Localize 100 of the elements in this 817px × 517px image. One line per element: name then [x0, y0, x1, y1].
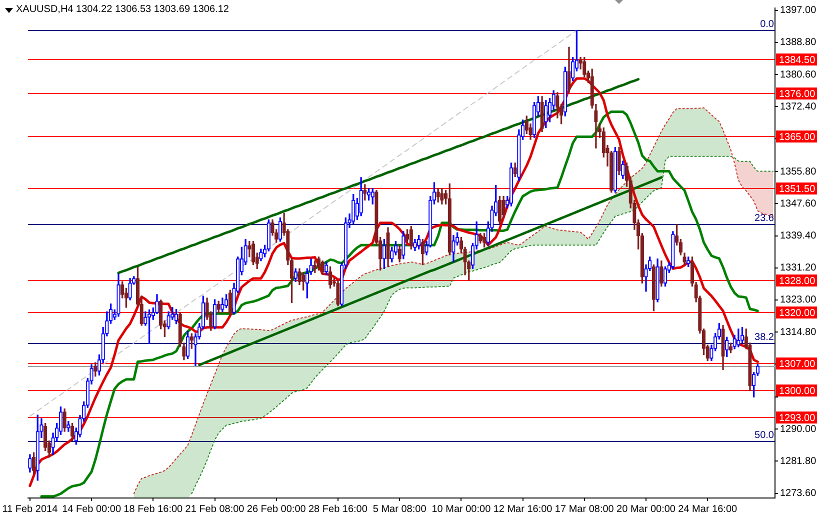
candlestick — [363, 184, 367, 200]
candlestick — [728, 342, 733, 354]
candlestick — [224, 294, 228, 308]
candlestick — [128, 278, 132, 300]
x-tick-label: 24 Mar 16:00 — [678, 504, 738, 515]
candlestick — [402, 231, 406, 260]
candlestick — [228, 290, 232, 316]
candlestick — [62, 408, 66, 432]
candlestick — [725, 336, 729, 358]
candlestick — [116, 273, 120, 317]
y-tick-label: 1397.00 — [780, 5, 817, 16]
y-tick-label: 1339.40 — [780, 230, 817, 242]
candlestick — [420, 238, 425, 266]
y-tick-label: 1281.80 — [780, 456, 817, 467]
candlestick — [259, 248, 263, 262]
ref-line-label: 1320.00 — [779, 308, 816, 319]
x-tick-label: 28 Feb 16:00 — [308, 504, 368, 515]
candlestick — [482, 233, 486, 248]
candlestick — [563, 66, 567, 116]
x-tick-label: 12 Mar 16:00 — [493, 504, 553, 515]
y-tick-label: 1273.60 — [780, 488, 817, 500]
x-tick-label: 10 Mar 00:00 — [432, 504, 492, 515]
annotation: 50.0 — [754, 430, 774, 441]
y-tick-label: 1323.00 — [780, 294, 817, 306]
candlestick — [336, 280, 340, 306]
annotation: 38.2 — [754, 332, 774, 343]
candlestick — [294, 268, 298, 282]
candlestick — [220, 298, 224, 312]
y-tick-label: 1347.60 — [780, 198, 817, 210]
candlestick — [544, 100, 548, 128]
candlestick — [166, 311, 170, 330]
ref-line-label: 1365.00 — [779, 132, 816, 143]
line-series — [29, 30, 578, 417]
ref-line-label: 1293.00 — [779, 412, 816, 424]
candlestick — [621, 160, 625, 179]
candlestick — [32, 452, 36, 474]
x-tick-label: 26 Feb 00:00 — [246, 504, 306, 515]
ref-line-label: 1300.00 — [779, 386, 816, 397]
candlestick — [613, 147, 618, 193]
x-tick-label: 14 Feb 00:00 — [62, 504, 122, 515]
candlestick — [452, 235, 456, 262]
candlestick — [686, 256, 690, 268]
candlestick — [513, 162, 517, 178]
candlestick — [398, 244, 402, 262]
ref-line-label: 1376.00 — [779, 88, 816, 100]
candlestick — [413, 238, 417, 251]
y-tick-label: 1355.80 — [780, 166, 817, 178]
candlestick — [328, 266, 332, 289]
candlestick — [251, 240, 256, 266]
ref-line-label: 1351.50 — [779, 184, 816, 195]
candlestick — [320, 260, 324, 275]
y-tick-label: 1380.60 — [780, 69, 817, 80]
candlestick — [382, 238, 386, 269]
candlestick — [174, 309, 178, 324]
candlestick — [212, 299, 217, 330]
ref-line-label: 1307.00 — [779, 358, 816, 370]
x-tick-label: 18 Feb 16:00 — [124, 504, 184, 515]
x-tick-label: 11 Feb 2014 — [2, 504, 58, 515]
candlestick — [663, 266, 668, 287]
y-tick-label: 1388.80 — [780, 37, 817, 48]
x-tick-label: 21 Feb 08:00 — [185, 504, 245, 515]
candlestick — [147, 309, 152, 344]
candlestick — [366, 188, 371, 200]
candlestick — [386, 227, 390, 268]
candlestick — [28, 454, 32, 472]
y-tick-label: 1372.40 — [780, 101, 817, 112]
candlestick — [436, 188, 440, 202]
line-series — [191, 156, 774, 494]
candlestick — [682, 252, 686, 266]
candlestick — [359, 177, 363, 216]
candlestick — [656, 258, 660, 302]
candlestick — [370, 188, 374, 204]
x-tick-label: 20 Mar 00:00 — [616, 504, 676, 515]
ref-line-label: 1328.00 — [779, 276, 816, 287]
candlestick — [652, 264, 656, 312]
chart-title: XAUUSD,H4 1304.22 1306.53 1303.69 1306.12 — [16, 4, 229, 16]
candlestick — [736, 328, 740, 348]
y-tick-label: 1290.00 — [780, 424, 817, 435]
candlestick — [671, 231, 675, 269]
candlestick — [540, 96, 544, 132]
candlestick — [36, 414, 40, 481]
candlestick — [660, 260, 664, 287]
candlestick — [721, 325, 725, 370]
annotation: 0.0 — [760, 18, 774, 30]
annotation: 23.6 — [754, 212, 774, 224]
candlestick — [617, 147, 621, 176]
candlestick — [316, 256, 321, 271]
x-tick-label: 17 Mar 08:00 — [554, 504, 614, 515]
y-tick-label: 1331.20 — [780, 262, 817, 274]
x-tick-label: 5 Mar 08:00 — [372, 504, 427, 515]
candlestick — [66, 420, 70, 432]
candlestick — [417, 235, 421, 250]
candlestick — [448, 183, 452, 256]
candlestick — [301, 272, 306, 291]
y-tick-label: 1314.80 — [780, 326, 817, 338]
candlestick — [409, 226, 413, 250]
candlestick — [70, 422, 74, 442]
candlestick — [478, 233, 482, 244]
candlestick — [502, 196, 506, 218]
ref-line-label: 1384.50 — [779, 54, 816, 66]
